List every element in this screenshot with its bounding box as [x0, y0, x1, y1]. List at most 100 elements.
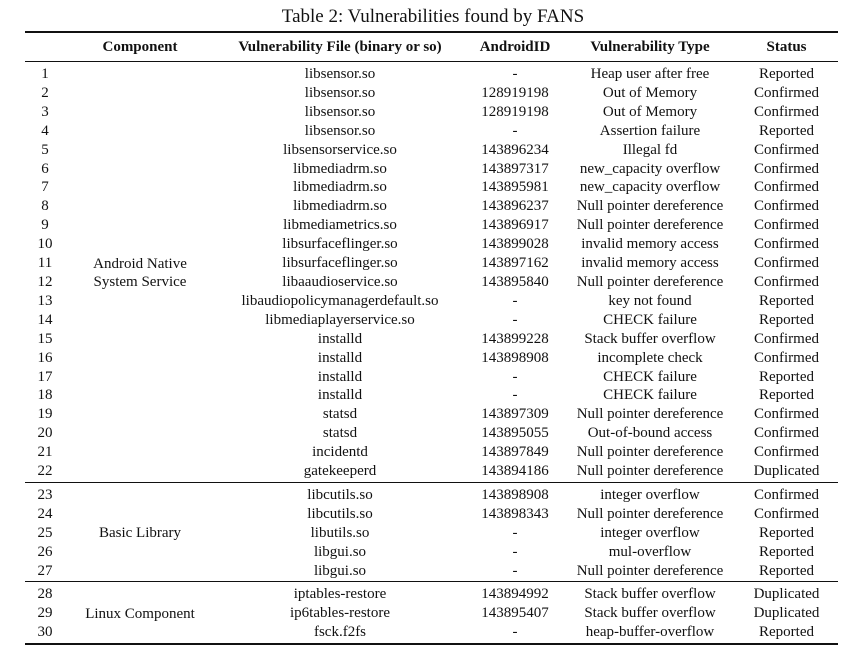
- table-row: 22 gatekeeperd 143894186 Null pointer deref…: [25, 462, 838, 482]
- vulnerability-type: Out of Memory: [602, 84, 698, 101]
- android-id: 143894992: [481, 586, 549, 603]
- android-id: 143899028: [481, 236, 549, 253]
- android-id: 143899228: [481, 330, 549, 347]
- vulnerability-file: libcutils.so: [307, 486, 373, 503]
- table-row: 18 installd - CHECK failure Reported: [25, 386, 838, 405]
- row-number: 16: [37, 349, 53, 366]
- status: Confirmed: [754, 160, 819, 177]
- vulnerability-file: libaudiopolicymanagerdefault.so: [241, 292, 439, 309]
- vulnerability-file: gatekeeperd: [303, 463, 377, 480]
- status: Duplicated: [753, 586, 820, 603]
- table-row: 12 libaaudioservice.so 143895840 Null point…: [25, 273, 838, 292]
- component-label-line: Linux Component: [85, 605, 195, 622]
- row-number: 23: [37, 486, 53, 503]
- row-number: 15: [37, 330, 53, 347]
- status: Confirmed: [754, 236, 819, 253]
- status: Duplicated: [753, 605, 820, 622]
- table-row: 2 libsensor.so 128919198 Out of Memory Confi…: [25, 84, 838, 103]
- row-number: 28: [37, 586, 53, 603]
- vulnerability-type: invalid memory access: [581, 236, 719, 253]
- header-android-id: AndroidID: [479, 38, 551, 55]
- row-number: 27: [37, 562, 53, 579]
- android-id: 143895407: [481, 605, 549, 622]
- vulnerabilities-table: Component Vulnerability File (binary or …: [25, 31, 838, 645]
- vulnerability-file: libmediadrm.so: [293, 198, 387, 215]
- status: Confirmed: [754, 198, 819, 215]
- table-row: 13 libaudiopolicymanagerdefault.so - key no…: [25, 292, 838, 311]
- vulnerability-type: Null pointer dereference: [576, 463, 724, 480]
- vulnerability-type: Null pointer dereference: [576, 505, 724, 522]
- table-row: 28 Linux Component iptables-restore 1438949…: [25, 582, 838, 621]
- table-row: 1 Android Native System Service libsensor.s…: [25, 62, 838, 290]
- android-id: 143896234: [481, 141, 549, 158]
- table-row: 27 libgui.so - Null pointer dereference Repo…: [25, 562, 838, 582]
- vulnerability-file: libaaudioservice.so: [282, 273, 398, 290]
- android-id: 143897849: [481, 444, 549, 461]
- row-number: 30: [37, 624, 53, 641]
- header-num: [25, 32, 65, 62]
- vulnerability-type: Null pointer dereference: [576, 273, 724, 290]
- table-row: 19 statsd 143897309 Null pointer dereferenc…: [25, 405, 838, 424]
- vulnerability-file: libcutils.so: [307, 505, 373, 522]
- android-id: 143898343: [481, 505, 549, 522]
- status: Reported: [759, 624, 814, 641]
- row-number: 20: [37, 425, 53, 442]
- table-row: 6 libmediadrm.so 143897317 new_capacity ove…: [25, 160, 838, 179]
- table-row: 24 libcutils.so 143898343 Null pointer dere…: [25, 505, 838, 524]
- vulnerability-type: Null pointer dereference: [576, 444, 724, 461]
- vulnerability-type: Null pointer dereference: [576, 406, 724, 423]
- status: Confirmed: [754, 349, 819, 366]
- vulnerability-file: libsensorservice.so: [283, 141, 397, 158]
- table-row: 21 incidentd 143897849 Null pointer derefer…: [25, 443, 838, 462]
- vulnerability-type: Null pointer dereference: [576, 562, 724, 579]
- status: Reported: [759, 66, 814, 82]
- status: Duplicated: [753, 463, 820, 480]
- vulnerability-type: Out-of-bound access: [587, 425, 713, 442]
- android-id: 143898908: [481, 486, 549, 503]
- vulnerability-file: statsd: [322, 425, 358, 442]
- status: Confirmed: [754, 486, 819, 503]
- android-id: -: [512, 543, 518, 560]
- status: Confirmed: [754, 84, 819, 101]
- vulnerability-type: Null pointer dereference: [576, 217, 724, 234]
- vulnerability-type: CHECK failure: [603, 387, 697, 404]
- component-label-line: Basic Library: [98, 525, 182, 542]
- android-id: 143896917: [481, 217, 549, 234]
- status: Confirmed: [754, 505, 819, 522]
- android-id: 143895055: [481, 425, 549, 442]
- vulnerability-type: CHECK failure: [603, 311, 697, 328]
- table-row: 29 ip6tables-restore 143895407 Stack buffer…: [25, 604, 838, 623]
- table-row: 5 libsensorservice.so 143896234 Illegal fd C…: [25, 141, 838, 160]
- row-number: 9: [41, 217, 49, 234]
- component-label-line: System Service: [93, 274, 187, 291]
- status: Reported: [759, 122, 814, 139]
- table-row: 7 libmediadrm.so 143895981 new_capacity ove…: [25, 178, 838, 197]
- row-number: 8: [41, 198, 49, 215]
- vulnerability-file: statsd: [322, 406, 358, 423]
- android-id: -: [512, 387, 518, 404]
- row-number: 25: [37, 524, 53, 541]
- vulnerability-type: CHECK failure: [603, 368, 697, 385]
- table-row: 30 fsck.f2fs - heap-buffer-overflow Reported: [25, 623, 838, 644]
- android-id: -: [512, 368, 518, 385]
- table-row: 3 libsensor.so 128919198 Out of Memory Confi…: [25, 103, 838, 122]
- table-row: 16 installd 143898908 incomplete check Confi…: [25, 349, 838, 368]
- vulnerability-file: libmediadrm.so: [293, 179, 387, 196]
- row-number: 14: [37, 311, 53, 328]
- row-number: 22: [37, 463, 53, 480]
- table-row: 23 Basic Library libcutils.so 143898908 inte…: [25, 482, 838, 541]
- table-group: 1 Android Native System Service libsensor.s…: [25, 62, 838, 483]
- vulnerability-file: libsensor.so: [304, 66, 376, 82]
- status: Confirmed: [754, 425, 819, 442]
- vulnerability-file: libutils.so: [310, 524, 370, 541]
- row-number: 17: [37, 368, 53, 385]
- android-id: -: [512, 562, 518, 579]
- table-row: 11 libsurfaceflinger.so 143897162 invalid m…: [25, 254, 838, 273]
- table-row: 10 libsurfaceflinger.so 143899028 invalid m…: [25, 235, 838, 254]
- android-id: 143894186: [481, 463, 549, 480]
- android-id: 143896237: [481, 198, 549, 215]
- row-number: 21: [37, 444, 53, 461]
- component-label-line: Android Native: [93, 255, 187, 272]
- android-id: 143897317: [481, 160, 549, 177]
- vulnerability-file: libsurfaceflinger.so: [282, 255, 398, 272]
